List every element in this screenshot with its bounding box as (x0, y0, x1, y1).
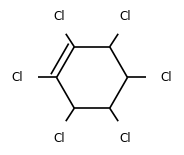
Text: Cl: Cl (119, 10, 131, 23)
Text: Cl: Cl (119, 132, 131, 145)
Text: Cl: Cl (53, 10, 65, 23)
Text: Cl: Cl (12, 71, 24, 84)
Text: Cl: Cl (53, 132, 65, 145)
Text: Cl: Cl (160, 71, 172, 84)
